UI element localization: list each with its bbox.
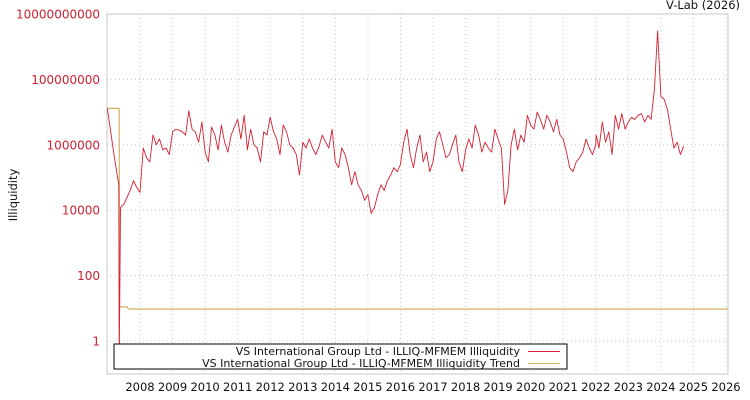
x-tick-label: 2012 [256,380,285,394]
x-tick-label: 2014 [321,380,350,394]
legend-label-illiquidity: VS International Group Ltd - ILLIQ-MFMEM… [236,345,521,358]
y-axis-ticks: 1 100 10000 1000000 100000000 10000000000 [16,8,100,349]
x-tick-label: 2011 [223,380,252,394]
y-tick-label: 10000000000 [16,8,100,22]
x-tick-label: 2015 [353,380,382,394]
y-tick-label: 1 [92,335,100,349]
x-tick-label: 2026 [711,380,740,394]
y-tick-label: 100000000 [31,73,100,87]
x-tick-label: 2010 [190,380,219,394]
illiquidity-line [107,30,685,365]
y-axis-label: Illiquidity [6,169,20,222]
x-axis-ticks: 2008 2009 2010 2011 2012 2013 2014 2015 2016 2017… [125,380,740,394]
x-tick-label: 2008 [125,380,154,394]
x-tick-label: 2020 [516,380,545,394]
y-tick-label: 1000000 [47,138,100,152]
legend: VS International Group Ltd - ILLIQ-MFMEM… [113,343,568,370]
y-tick-label: 10000 [62,204,100,218]
legend-label-trend: VS International Group Ltd - ILLIQ-MFMEM… [202,357,520,370]
legend-box [113,343,568,370]
y-tick-label: 100 [77,269,100,283]
x-tick-label: 2022 [581,380,610,394]
gridlines [107,14,728,374]
x-tick-label: 2024 [646,380,675,394]
x-tick-label: 2017 [418,380,447,394]
credit-label: V-Lab (2026) [666,0,740,12]
illiquidity-trend-line [107,107,728,310]
plot-area [106,13,729,375]
x-tick-label: 2016 [386,380,415,394]
x-tick-label: 2023 [614,380,643,394]
x-tick-label: 2018 [451,380,480,394]
x-tick-label: 2019 [483,380,512,394]
x-tick-label: 2009 [158,380,187,394]
x-tick-label: 2025 [679,380,708,394]
x-tick-label: 2021 [549,380,578,394]
x-tick-label: 2013 [288,380,317,394]
